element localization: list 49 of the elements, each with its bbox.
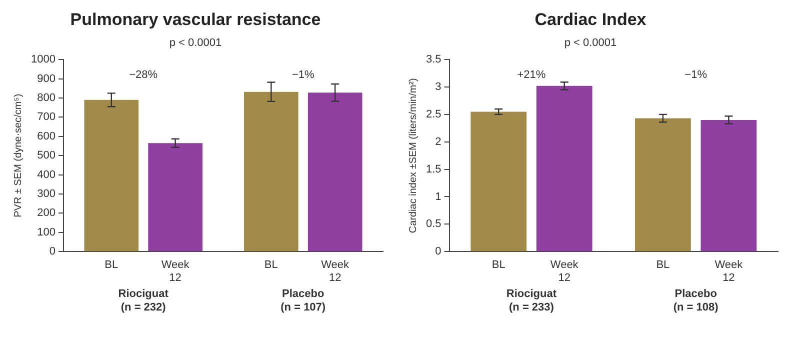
y-tick-label: 700 xyxy=(37,111,56,124)
y-tick-label: 800 xyxy=(37,92,56,104)
text: Week 12 xyxy=(714,259,743,284)
chart-title: Pulmonary vascular resistance xyxy=(70,10,321,29)
y-tick-label: 300 xyxy=(37,188,56,200)
y-tick-label: 500 xyxy=(37,150,56,162)
series-label: BL xyxy=(492,259,506,272)
bar xyxy=(84,100,139,252)
y-tick-label: 3.5 xyxy=(426,54,442,66)
bar xyxy=(635,118,691,252)
bar xyxy=(700,120,757,252)
text: p < 0.0001 xyxy=(169,37,222,50)
text: Week 12 xyxy=(321,259,350,284)
y-axis-title: Cardiac index ±SEM (liters/min/m²) xyxy=(408,78,419,234)
x-tick-label: Riociguat (n = 232) xyxy=(118,288,169,314)
text: p < 0.0001 xyxy=(564,37,617,50)
y-tick-label: 400 xyxy=(37,168,56,181)
x-tick-label: Placebo (n = 108) xyxy=(673,288,719,314)
series-label: Week 12 xyxy=(161,259,190,284)
x-tick-label: Riociguat (n = 233) xyxy=(506,288,557,314)
y-tick-label: 600 xyxy=(37,130,56,142)
y-tick-label: 0.5 xyxy=(426,218,442,230)
y-tick-label: 0 xyxy=(435,246,442,258)
series-label: Week 12 xyxy=(550,259,579,284)
y-tick-label: 0 xyxy=(49,246,56,258)
x-tick-label: Placebo (n = 107) xyxy=(280,288,326,314)
y-tick-label: 900 xyxy=(37,72,56,85)
bar xyxy=(470,112,527,252)
bar xyxy=(244,92,298,252)
y-tick-label: 100 xyxy=(37,226,56,238)
y-tick-label: 1000 xyxy=(30,54,56,66)
y-axis-title: PVR ± SEM (dyne·sec/cm⁵) xyxy=(12,94,24,218)
y-tick-label: 200 xyxy=(37,207,56,220)
y-tick-label: 2.5 xyxy=(426,108,442,120)
bar xyxy=(308,92,362,252)
bar xyxy=(536,86,592,252)
text: BL xyxy=(264,259,278,272)
y-tick-label: 2 xyxy=(435,136,442,148)
y-tick-label: 1.5 xyxy=(426,163,442,176)
text: BL xyxy=(656,259,670,272)
y-tick-label: 3 xyxy=(435,81,442,94)
annotation: +21% xyxy=(517,69,546,82)
annotation: −1% xyxy=(292,69,314,82)
series-label: BL xyxy=(104,259,118,272)
chart-title: Cardiac Index xyxy=(534,10,647,29)
annotation: −1% xyxy=(684,69,708,82)
bar xyxy=(148,143,202,252)
annotation: −28% xyxy=(129,69,158,82)
y-tick-label: 1 xyxy=(435,190,442,203)
